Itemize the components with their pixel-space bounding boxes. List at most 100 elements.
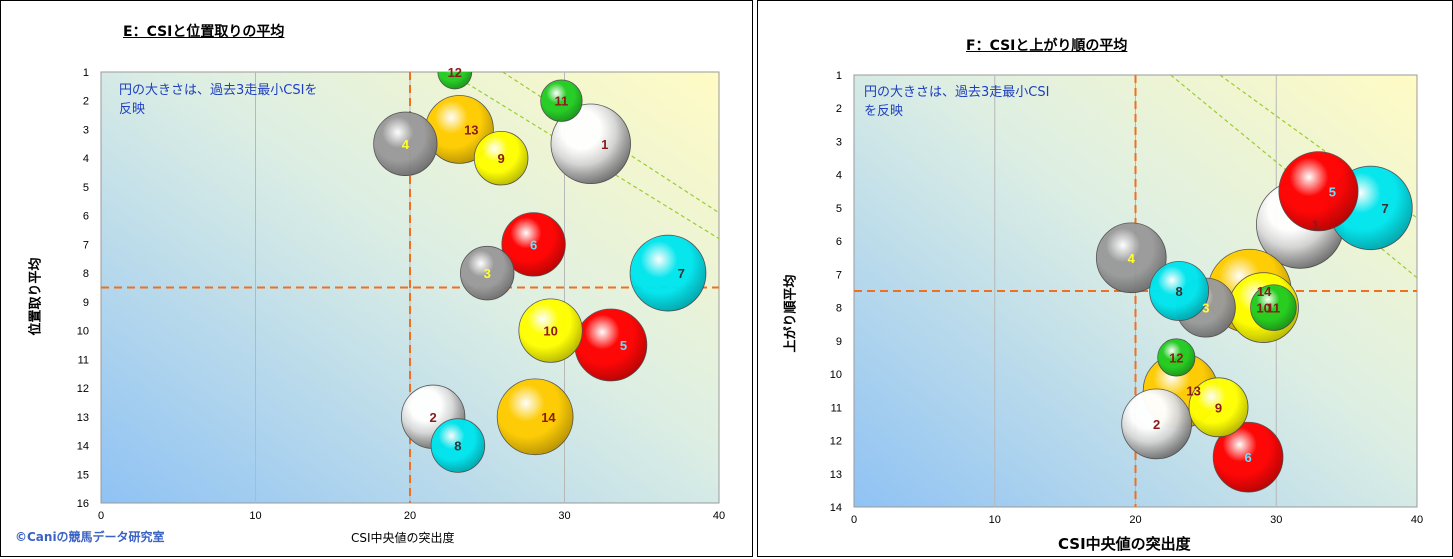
bubble-shade [540, 79, 583, 122]
y-tick-label: 11 [831, 402, 842, 414]
y-tick-label: 14 [77, 441, 89, 453]
y-tick-label: 1 [836, 70, 842, 82]
bubble-label-6: 6 [530, 237, 537, 252]
bubble-shade [431, 418, 485, 473]
y-tick-label: 10 [77, 326, 89, 338]
y-tick-label: 6 [836, 236, 842, 248]
bubble-shade [1096, 222, 1167, 293]
x-tick-label: 20 [1129, 514, 1141, 526]
bubble-label-14: 14 [1257, 284, 1272, 299]
y-tick-label: 9 [83, 297, 89, 309]
y-tick-label: 13 [77, 412, 89, 424]
bubble-label-9: 9 [498, 151, 505, 166]
bubble-shade [630, 235, 706, 312]
chart-panel-e: E：CSIと位置取りの平均 位置取り平均 CSI中央値の突出度 ©Caniの競馬… [0, 0, 753, 557]
bubble-shade [1189, 377, 1249, 437]
bubble-shade [574, 308, 647, 381]
y-tick-label: 10 [830, 369, 842, 381]
y-tick-label: 7 [836, 269, 842, 281]
y-tick-label: 5 [836, 203, 842, 215]
y-tick-label: 2 [83, 96, 89, 108]
bubble-label-8: 8 [454, 439, 461, 454]
y-tick-label: 4 [83, 153, 89, 165]
y-tick-label: 9 [836, 336, 842, 348]
y-tick-label: 3 [836, 136, 842, 148]
bubble-label-13: 13 [464, 122, 478, 137]
y-tick-label: 16 [77, 498, 89, 510]
size-note-f: 円の大きさは、過去3走最小CSI を反映 [864, 85, 1050, 119]
bubble-shade [518, 298, 583, 363]
y-tick-label: 4 [836, 170, 842, 182]
bubble-label-11: 11 [1267, 301, 1281, 316]
x-tick-label: 30 [1270, 514, 1282, 526]
bubble-shade [501, 212, 566, 277]
bubble-label-1: 1 [1312, 218, 1319, 233]
x-tick-label: 0 [98, 510, 104, 522]
bubble-label-7: 7 [1382, 201, 1389, 216]
x-tick-label: 30 [558, 510, 570, 522]
y-tick-label: 1 [83, 67, 89, 79]
bubble-shade [373, 112, 438, 176]
bubble-shade [1149, 261, 1209, 321]
bubble-label-11: 11 [555, 94, 569, 109]
bubble-label-1: 1 [601, 137, 608, 152]
bubble-chart-f: 0 10 20 30 401234567891011121314123456789101… [830, 70, 1423, 526]
size-note-e: 円の大きさは、過去3走最小CSIを 反映 [119, 83, 318, 117]
bubble-shade [425, 95, 494, 164]
y-tick-label: 7 [83, 239, 89, 251]
bubble-shade [1213, 422, 1284, 493]
bubble-label-5: 5 [620, 338, 627, 353]
y-tick-label: 12 [830, 436, 842, 448]
bubble-label-9: 9 [1215, 400, 1222, 415]
chart-panel-f: F：CSIと上がり順の平均 上がり順平均 CSI中央値の突出度 0 10 20 30 4… [757, 0, 1453, 557]
x-tick-label: 10 [249, 510, 261, 522]
bubble-shade [1278, 151, 1359, 231]
bubble-shade [460, 246, 515, 300]
x-axis-label-f: CSI中央値の突出度 [1058, 535, 1191, 553]
bubble-label-8: 8 [1176, 284, 1183, 299]
chart-title-f: F：CSIと上がり順の平均 [966, 38, 1128, 54]
bubble-label-2: 2 [430, 410, 437, 425]
bubble-label-12: 12 [1169, 350, 1183, 365]
bubble-label-4: 4 [1128, 251, 1136, 266]
bubble-label-3: 3 [484, 266, 491, 281]
bubble-shade [1121, 388, 1192, 459]
x-tick-label: 20 [404, 510, 416, 522]
bubble-label-2: 2 [1153, 417, 1160, 432]
y-tick-label: 15 [77, 469, 89, 481]
bubble-shade [474, 131, 528, 186]
x-axis-label-e: CSI中央値の突出度 [351, 531, 455, 545]
x-tick-label: 0 [851, 514, 857, 526]
bubble-label-10: 10 [543, 324, 557, 339]
bubble-shade [1250, 284, 1297, 331]
bubble-chart-e: 0 10 20 30 401234567891011121314151612345678… [77, 65, 725, 522]
bubble-label-10: 10 [1256, 301, 1270, 316]
bubble-label-14: 14 [541, 410, 556, 425]
y-tick-label: 13 [830, 469, 842, 481]
diagonal-guide-line [448, 72, 719, 240]
y-tick-label: 3 [83, 124, 89, 136]
y-tick-label: 8 [836, 303, 842, 315]
bubble-label-6: 6 [1244, 450, 1251, 465]
bubble-label-5: 5 [1329, 184, 1336, 199]
copyright-text: ©Caniの競馬データ研究室 [15, 530, 165, 544]
chart-title-e: E：CSIと位置取りの平均 [123, 24, 285, 40]
bubble-shade [1157, 338, 1195, 377]
x-tick-label: 10 [989, 514, 1001, 526]
bubble-label-13: 13 [1186, 384, 1200, 399]
x-tick-label: 40 [713, 510, 725, 522]
y-tick-label: 14 [830, 502, 842, 514]
bubble-label-4: 4 [402, 137, 410, 152]
y-tick-label: 11 [78, 354, 89, 366]
bubble-label-3: 3 [1202, 301, 1209, 316]
y-tick-label: 6 [83, 211, 89, 223]
bubble-shade [437, 72, 472, 89]
bubble-shade [497, 378, 574, 455]
bubble-label-12: 12 [448, 65, 462, 80]
bubble-shade [550, 104, 631, 184]
y-tick-label: 5 [83, 182, 89, 194]
diagonal-guide-line [1219, 75, 1417, 219]
x-tick-label: 40 [1411, 514, 1423, 526]
y-tick-label: 2 [836, 103, 842, 115]
y-tick-label: 12 [77, 383, 89, 395]
